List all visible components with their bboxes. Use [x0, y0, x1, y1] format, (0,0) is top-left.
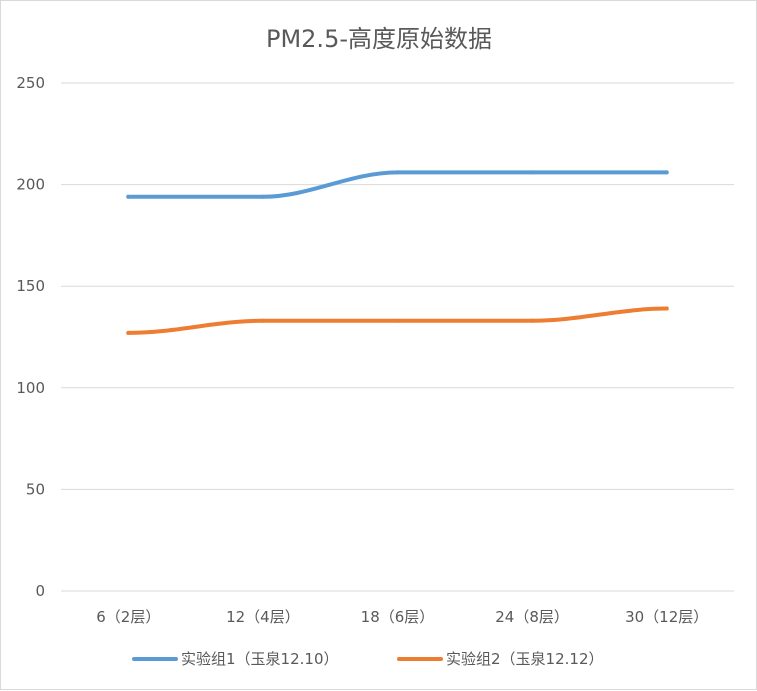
- legend: 实验组1（玉泉12.10） 实验组2（玉泉12.12）: [132, 650, 604, 668]
- y-tick-label: 250: [16, 74, 45, 92]
- x-tick-label: 30（12层）: [625, 608, 708, 626]
- y-tick-label: 150: [16, 277, 45, 295]
- x-tick-label: 12（4层）: [226, 608, 300, 626]
- chart-title: PM2.5-高度原始数据: [266, 25, 492, 53]
- data-point-s2-5: [664, 306, 669, 311]
- x-tick-label: 18（6层）: [361, 608, 435, 626]
- data-point-s2-2: [260, 318, 265, 323]
- x-tick-label: 24（8层）: [495, 608, 569, 626]
- data-point-s1-1: [126, 194, 131, 199]
- data-point-s1-3: [395, 170, 400, 175]
- data-point-s2-1: [126, 330, 131, 335]
- data-point-s2-3: [395, 318, 400, 323]
- y-tick-label: 0: [35, 582, 45, 600]
- y-tick-label: 100: [16, 379, 45, 397]
- data-point-s1-4: [530, 170, 535, 175]
- y-tick-label: 50: [26, 480, 45, 498]
- gridlines: [61, 82, 734, 592]
- legend-label-2: 实验组2（玉泉12.12）: [446, 650, 604, 668]
- legend-label-1: 实验组1（玉泉12.10）: [181, 650, 339, 668]
- data-point-s1-2: [260, 194, 265, 199]
- x-tick-label: 6（2层）: [96, 608, 160, 626]
- y-tick-label: 200: [16, 176, 45, 194]
- x-axis-ticks: 6（2层） 12（4层） 18（6层） 24（8层） 30（12层）: [96, 608, 708, 626]
- data-point-s2-4: [530, 318, 535, 323]
- y-axis-ticks: 0 50 100 150 200 250: [16, 74, 45, 600]
- series-lines: [126, 170, 669, 335]
- data-point-s1-5: [664, 170, 669, 175]
